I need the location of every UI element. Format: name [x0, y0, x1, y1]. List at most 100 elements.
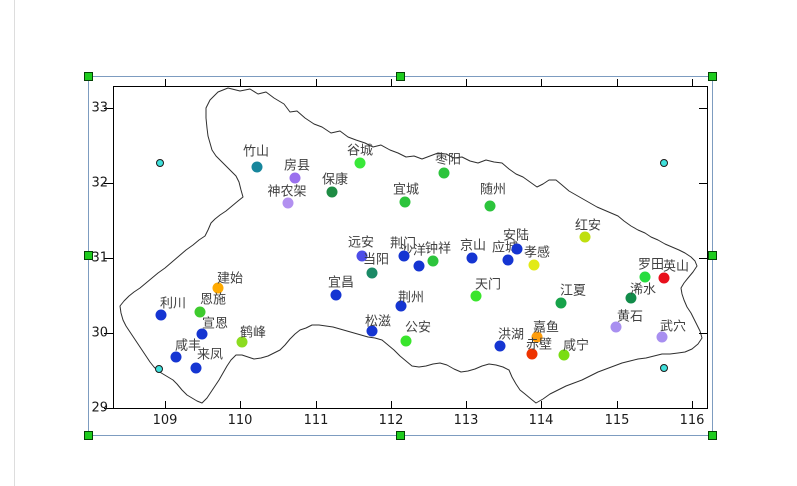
y-tick-label: 30: [91, 325, 108, 341]
city-label: 英山: [662, 259, 690, 275]
city-label: 当阳: [362, 252, 390, 268]
city-label: 咸丰: [174, 338, 202, 354]
city-dot: [625, 292, 637, 304]
city-dot: [531, 331, 543, 343]
city-label: 京山: [459, 238, 487, 254]
selection-handle[interactable]: [84, 72, 93, 81]
province-outline: [119, 87, 703, 404]
city-dot: [356, 250, 368, 262]
city-label: 宜昌: [327, 275, 355, 291]
y-tick-left: [104, 108, 113, 109]
city-dot: [282, 197, 294, 209]
x-tick-label: 110: [227, 413, 253, 428]
y-tick-label: 32: [91, 175, 108, 191]
y-tick-right: [699, 333, 707, 334]
selection-handle[interactable]: [708, 431, 717, 440]
x-tick-label: 111: [303, 413, 329, 428]
x-tick-bottom: [617, 401, 618, 408]
x-tick-bottom: [165, 401, 166, 408]
y-tick-right: [699, 408, 707, 409]
city-label: 嘉鱼: [532, 320, 560, 336]
city-dot: [511, 243, 523, 255]
city-dot: [366, 267, 378, 279]
x-tick-label: 112: [378, 413, 404, 428]
city-label: 利川: [159, 296, 187, 312]
city-label: 建始: [216, 271, 244, 287]
x-tick-top: [240, 79, 241, 86]
city-dot: [526, 348, 538, 360]
city-dot: [400, 335, 412, 347]
city-dot: [196, 328, 208, 340]
city-dot: [190, 362, 202, 374]
selection-handle[interactable]: [708, 251, 717, 260]
x-tick-top: [316, 79, 317, 86]
city-dot: [170, 351, 182, 363]
registration-marker-icon: [156, 159, 164, 167]
city-dot: [558, 349, 570, 361]
y-tick-left: [104, 408, 113, 409]
city-label: 荆州: [397, 290, 425, 306]
city-label: 黄石: [616, 309, 644, 325]
city-dot: [289, 172, 301, 184]
selection-box[interactable]: [88, 76, 713, 436]
city-dot: [236, 336, 248, 348]
selection-handle[interactable]: [396, 72, 405, 81]
city-dot: [354, 157, 366, 169]
x-tick-label: 116: [679, 413, 705, 428]
x-tick-top: [692, 79, 693, 86]
city-dot: [399, 196, 411, 208]
city-label: 房县: [283, 158, 311, 174]
selection-handle[interactable]: [84, 251, 93, 260]
city-label: 保康: [321, 172, 349, 188]
city-label: 洪湖: [497, 327, 525, 343]
city-label: 公安: [404, 320, 432, 336]
city-dot: [212, 282, 224, 294]
city-label: 鹤峰: [239, 325, 267, 341]
city-label: 荆门: [389, 236, 417, 252]
city-label: 恩施: [199, 292, 227, 308]
x-tick-label: 113: [453, 413, 479, 428]
city-label: 罗田: [637, 257, 665, 273]
city-dot: [413, 260, 425, 272]
plot-area: [113, 86, 708, 409]
city-dot: [484, 200, 496, 212]
city-label: 江夏: [559, 283, 587, 299]
city-label: 来凤: [196, 347, 224, 363]
x-tick-top: [466, 79, 467, 86]
city-label: 孝感: [523, 245, 551, 261]
y-tick-right: [699, 258, 707, 259]
x-tick-top: [165, 79, 166, 86]
city-dot: [610, 321, 622, 333]
y-tick-label: 33: [91, 100, 108, 116]
selection-handle[interactable]: [708, 72, 717, 81]
registration-marker-icon: [660, 159, 668, 167]
city-label: 红安: [574, 218, 602, 234]
city-label: 宜城: [392, 182, 420, 198]
registration-marker-icon: [660, 364, 668, 372]
y-tick-left: [104, 333, 113, 334]
city-dot: [639, 271, 651, 283]
x-tick-bottom: [541, 401, 542, 408]
city-label: 钟祥: [424, 241, 452, 257]
y-tick-left: [104, 183, 113, 184]
x-tick-bottom: [316, 401, 317, 408]
y-tick-right: [699, 183, 707, 184]
city-dot: [366, 325, 378, 337]
y-tick-left: [104, 258, 113, 259]
city-dot: [502, 254, 514, 266]
city-dot: [398, 250, 410, 262]
city-label: 宣恩: [201, 316, 229, 332]
city-dot: [656, 331, 668, 343]
city-dot: [438, 167, 450, 179]
page-edge-line: [14, 0, 15, 486]
city-dot: [466, 252, 478, 264]
city-label: 竹山: [242, 144, 270, 160]
registration-marker-icon: [155, 365, 163, 373]
city-label: 远安: [347, 235, 375, 251]
selection-handle[interactable]: [396, 431, 405, 440]
city-dot: [155, 309, 167, 321]
city-dot: [658, 272, 670, 284]
city-label: 武穴: [659, 319, 687, 335]
selection-handle[interactable]: [84, 431, 93, 440]
